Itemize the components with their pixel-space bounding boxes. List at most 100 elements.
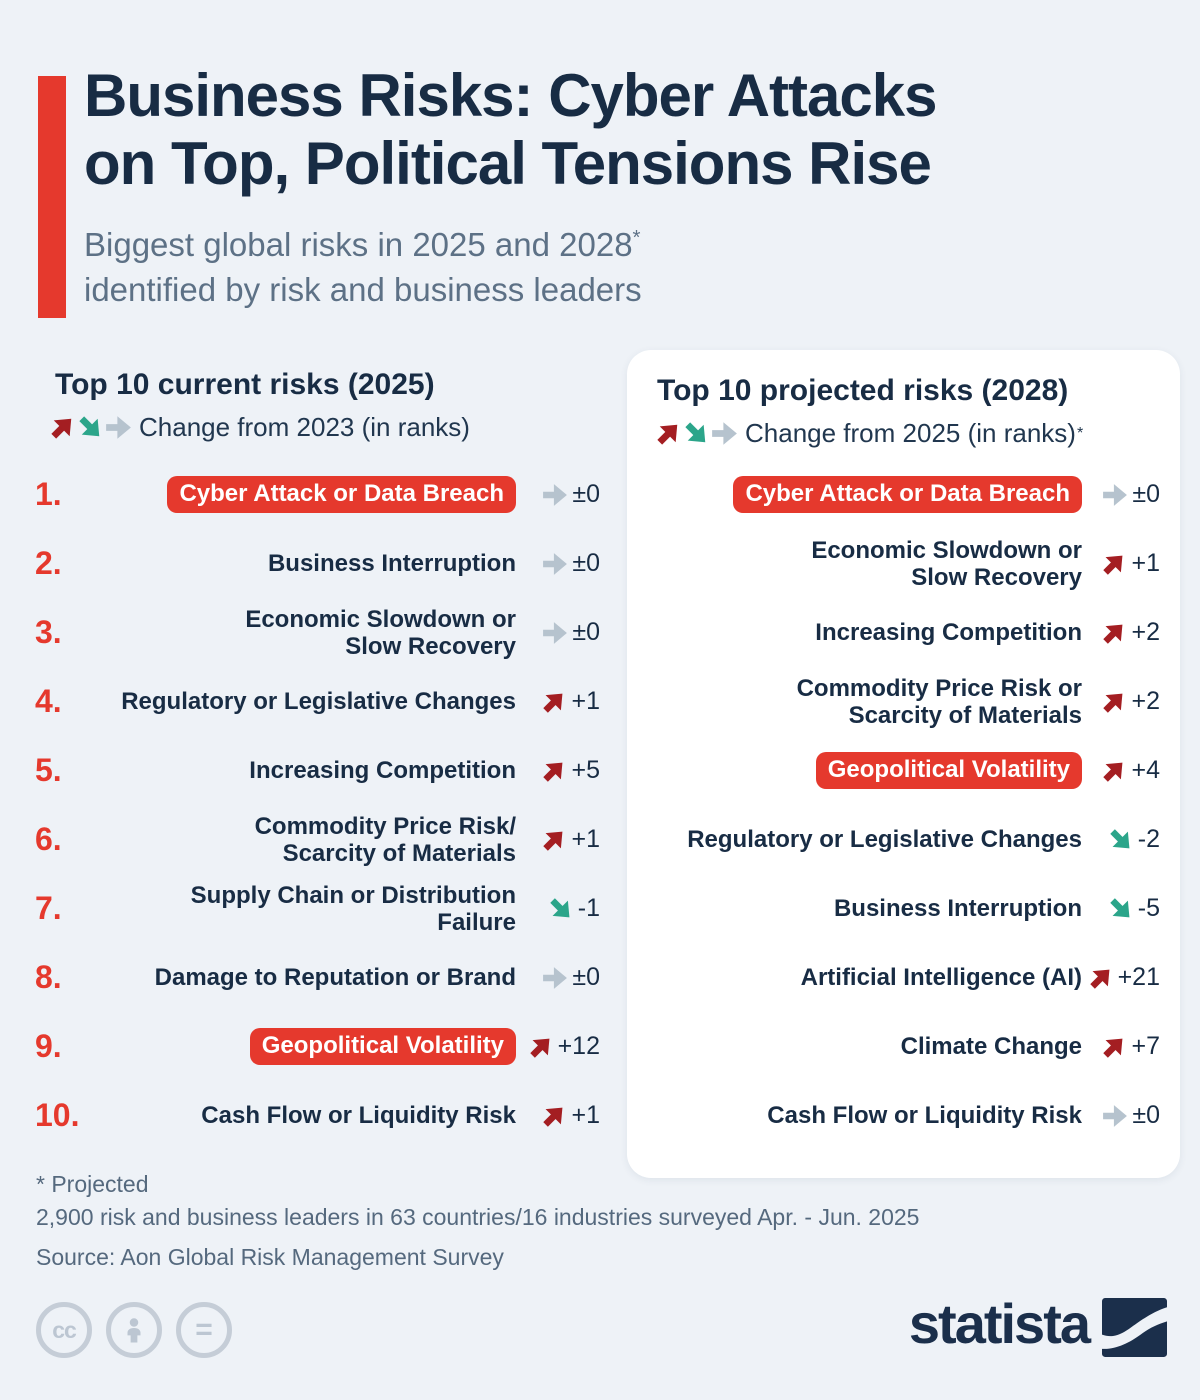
- legend-text: Change from 2023 (in ranks): [139, 412, 470, 442]
- subtitle-asterisk: *: [632, 225, 641, 249]
- title-accent-bar: [38, 76, 66, 318]
- risk-row: Regulatory or Legislative Changes -2: [657, 805, 1160, 874]
- current-risks-title: Top 10 current risks (2025): [55, 368, 435, 401]
- risk-label: Business Interruption: [267, 550, 516, 577]
- change-direction-icon: [542, 551, 568, 577]
- change-direction-icon: [542, 620, 568, 646]
- risk-row: 9. Geopolitical Volatility +12: [35, 1012, 600, 1081]
- rank-number: 6.: [35, 821, 62, 857]
- subtitle-line2: identified by risk and business leaders: [84, 270, 642, 308]
- projected-risks-legend: Change from 2025 (in ranks) *: [655, 418, 1180, 449]
- change-direction-icon: [541, 827, 567, 853]
- risk-label: Cash Flow or Liquidity Risk: [201, 1102, 516, 1129]
- change-value: ±0: [572, 480, 600, 508]
- current-risks-legend: Change from 2023 (in ranks): [49, 412, 600, 443]
- risk-row: 4. Regulatory or Legislative Changes +1: [35, 667, 600, 736]
- change-value: ±0: [1132, 1101, 1160, 1129]
- attribution-person-icon: [106, 1302, 162, 1358]
- risk-label: Artificial Intelligence (AI): [800, 964, 1082, 991]
- change-value: +5: [571, 756, 600, 784]
- risk-row: 10. Cash Flow or Liquidity Risk +1: [35, 1081, 600, 1150]
- change-value: +21: [1117, 963, 1160, 991]
- risk-label: Climate Change: [900, 1033, 1082, 1060]
- rank-number: 8.: [35, 959, 62, 995]
- change-value: ±0: [572, 963, 600, 991]
- risk-label: Economic Slowdown or Slow Recovery: [245, 605, 516, 660]
- current-risks-list: 1. Cyber Attack or Data Breach ±0 2. Bus…: [35, 460, 600, 1150]
- risk-row: Cash Flow or Liquidity Risk ±0: [657, 1081, 1160, 1150]
- risk-row: Increasing Competition +2: [657, 598, 1160, 667]
- rank-number: 9.: [35, 1028, 62, 1064]
- risk-label: Regulatory or Legislative Changes: [687, 826, 1082, 853]
- risk-row: 8. Damage to Reputation or Brand ±0: [35, 943, 600, 1012]
- change-value: ±0: [572, 549, 600, 577]
- risk-label: Regulatory or Legislative Changes: [121, 688, 516, 715]
- risk-label-highlighted: Geopolitical Volatility: [815, 752, 1082, 789]
- risk-label: Damage to Reputation or Brand: [154, 964, 516, 991]
- change-value: ±0: [572, 618, 600, 646]
- header: Business Risks: Cyber Attacks on Top, Po…: [84, 62, 1164, 313]
- change-direction-icon: [541, 689, 567, 715]
- risk-label: Increasing Competition: [815, 619, 1082, 646]
- change-value: +1: [571, 1101, 600, 1129]
- subtitle-line1: Biggest global risks in 2025 and 2028: [84, 225, 633, 263]
- rank-number: 1.: [35, 476, 62, 512]
- risk-row: 7. Supply Chain or Distribution Failure …: [35, 874, 600, 943]
- rank-number: 3.: [35, 614, 62, 650]
- risk-row: Economic Slowdown or Slow Recovery +1: [657, 529, 1160, 598]
- risk-label: Commodity Price Risk/ Scarcity of Materi…: [254, 812, 516, 867]
- change-value: -2: [1137, 825, 1160, 853]
- risk-row: Commodity Price Risk or Scarcity of Mate…: [657, 667, 1160, 736]
- projected-note: * Projected: [36, 1171, 149, 1197]
- change-value: +7: [1131, 1032, 1160, 1060]
- risk-label-highlighted: Cyber Attack or Data Breach: [167, 476, 516, 513]
- projected-risks-card: Top 10 projected risks (2028) Change fro…: [627, 350, 1180, 1178]
- page-subtitle: Biggest global risks in 2025 and 2028* i…: [84, 223, 1164, 313]
- change-direction-icon: [542, 965, 568, 991]
- survey-note: 2,900 risk and business leaders in 63 co…: [36, 1204, 920, 1230]
- rank-number: 10.: [35, 1097, 80, 1133]
- risk-row: Climate Change +7: [657, 1012, 1160, 1081]
- change-direction-icon: [1101, 620, 1127, 646]
- risk-label: Supply Chain or Distribution Failure: [190, 881, 516, 936]
- rank-number: 2.: [35, 545, 62, 581]
- legend-down-arrow-icon: [683, 420, 710, 447]
- change-value: +1: [1131, 549, 1160, 577]
- risk-label: Business Interruption: [833, 895, 1082, 922]
- rank-number: 7.: [35, 890, 62, 926]
- current-risks-column: Top 10 current risks (2025) Change from …: [35, 352, 600, 1182]
- source-note: Source: Aon Global Risk Management Surve…: [36, 1244, 504, 1270]
- change-value: +1: [571, 687, 600, 715]
- change-direction-icon: [1102, 1103, 1128, 1129]
- change-value: +4: [1131, 756, 1160, 784]
- statista-wordmark: statista: [908, 1292, 1091, 1355]
- change-value: +1: [571, 825, 600, 853]
- risk-label: Commodity Price Risk or Scarcity of Mate…: [796, 674, 1082, 729]
- rank-number: 5.: [35, 752, 62, 788]
- risk-row: Cyber Attack or Data Breach ±0: [657, 460, 1160, 529]
- risk-row: 2. Business Interruption ±0: [35, 529, 600, 598]
- risk-row: 1. Cyber Attack or Data Breach ±0: [35, 460, 600, 529]
- change-direction-icon: [548, 896, 574, 922]
- no-derivatives-icon: =: [176, 1302, 232, 1358]
- change-direction-icon: [1108, 896, 1134, 922]
- change-direction-icon: [1101, 551, 1127, 577]
- change-direction-icon: [542, 482, 568, 508]
- change-value: ±0: [1132, 480, 1160, 508]
- legend-asterisk: *: [1076, 424, 1084, 442]
- risk-row: Business Interruption -5: [657, 874, 1160, 943]
- page-title: Business Risks: Cyber Attacks on Top, Po…: [84, 62, 937, 198]
- change-direction-icon: [528, 1034, 554, 1060]
- change-direction-icon: [1101, 689, 1127, 715]
- legend-text: Change from 2025 (in ranks): [745, 418, 1076, 448]
- change-direction-icon: [1108, 827, 1134, 853]
- creative-commons-icon: cc: [36, 1302, 92, 1358]
- risk-row: Artificial Intelligence (AI) +21: [657, 943, 1160, 1012]
- license-badges: cc =: [36, 1302, 232, 1358]
- change-value: -1: [577, 894, 600, 922]
- change-direction-icon: [541, 758, 567, 784]
- rank-number: 4.: [35, 683, 62, 719]
- projected-risks-list: Cyber Attack or Data Breach ±0 Economic …: [657, 460, 1160, 1150]
- statista-logo: statista: [909, 1296, 1167, 1358]
- change-value: -5: [1137, 894, 1160, 922]
